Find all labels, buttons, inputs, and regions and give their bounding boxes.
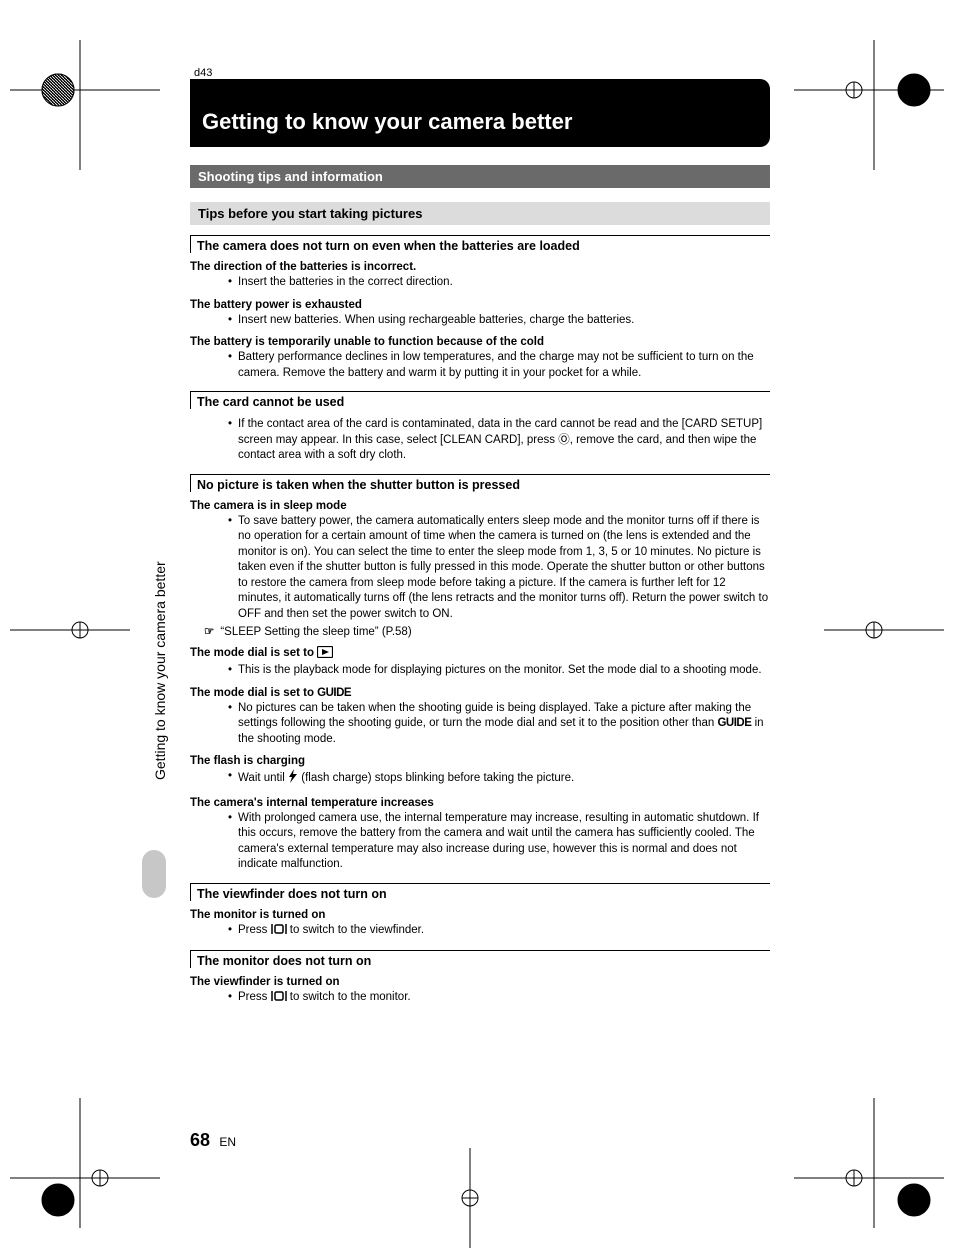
cause-text: The viewfinder is turned on [190,976,770,988]
bullet-list: Insert the batteries in the correct dire… [228,275,770,291]
topic-heading: The viewfinder does not turn on [190,883,770,901]
display-button-icon [271,990,287,1008]
crop-mark-icon [794,40,944,170]
bullet-item: Press to switch to the viewfinder. [228,923,770,941]
bullet-list: Press to switch to the monitor. [228,990,770,1008]
bullet-item: If the contact area of the card is conta… [228,417,770,464]
bullet-list: If the contact area of the card is conta… [228,417,770,464]
cause-text: The camera is in sleep mode [190,500,770,512]
bullet-item: To save battery power, the camera automa… [228,514,770,623]
crop-mark-icon [10,600,130,660]
bullet-item: No pictures can be taken when the shooti… [228,701,770,748]
display-button-icon [271,923,287,941]
bullet-item: Battery performance declines in low temp… [228,350,770,381]
page-content: d43 Getting to know your camera better S… [190,65,770,1009]
crop-mark-icon [794,1098,944,1228]
bullet-list: Insert new batteries. When using recharg… [228,313,770,329]
bullet-list: With prolonged camera use, the internal … [228,811,770,873]
bullet-list: Battery performance declines in low temp… [228,350,770,381]
page-language: EN [219,1135,236,1149]
guide-mode-icon: GUIDE [717,717,751,729]
crop-mark-icon [440,1148,500,1248]
cause-text: The monitor is turned on [190,909,770,921]
cross-reference: ☞ “SLEEP Setting the sleep time” (P.58) [204,624,770,638]
cause-text: The battery is temporarily unable to fun… [190,336,770,348]
cause-text: The mode dial is set to [190,646,770,661]
chapter-title: Getting to know your camera better [190,79,770,147]
playback-mode-icon [317,646,333,661]
bullet-list: No pictures can be taken when the shooti… [228,701,770,748]
cause-text: The flash is charging [190,755,770,767]
topic-heading: The card cannot be used [190,391,770,409]
chapter-tab [142,850,166,898]
bullet-item: Wait until (flash charge) stops blinking… [228,769,770,789]
bullet-item: Insert new batteries. When using recharg… [228,313,770,329]
cause-text: The camera's internal temperature increa… [190,797,770,809]
cause-text: The battery power is exhausted [190,299,770,311]
side-chapter-label: Getting to know your camera better [152,561,168,780]
page-footer: 68 EN [190,1130,236,1151]
topic-heading: The monitor does not turn on [190,950,770,968]
bullet-item: Insert the batteries in the correct dire… [228,275,770,291]
bullet-item: With prolonged camera use, the internal … [228,811,770,873]
crop-mark-icon [824,600,944,660]
bullet-list: Press to switch to the viewfinder. [228,923,770,941]
crop-mark-icon [10,40,160,170]
bullet-item: This is the playback mode for displaying… [228,663,770,679]
topic-heading: The camera does not turn on even when th… [190,235,770,253]
reference-icon: ☞ [204,624,214,638]
cause-text: The mode dial is set to GUIDE [190,687,770,699]
cause-text: The direction of the batteries is incorr… [190,261,770,273]
crop-mark-icon [10,1098,160,1228]
page-number: 68 [190,1130,210,1150]
bullet-list: Wait until (flash charge) stops blinking… [228,769,770,789]
section-heading: Shooting tips and information [190,165,770,188]
subsection-heading: Tips before you start taking pictures [190,202,770,225]
flash-icon [288,769,298,789]
bullet-list: To save battery power, the camera automa… [228,514,770,623]
bullet-list: This is the playback mode for displaying… [228,663,770,679]
guide-mode-icon: GUIDE [317,687,351,699]
bullet-item: Press to switch to the monitor. [228,990,770,1008]
reference-text: “SLEEP Setting the sleep time” (P.58) [220,626,411,638]
topic-heading: No picture is taken when the shutter but… [190,474,770,492]
